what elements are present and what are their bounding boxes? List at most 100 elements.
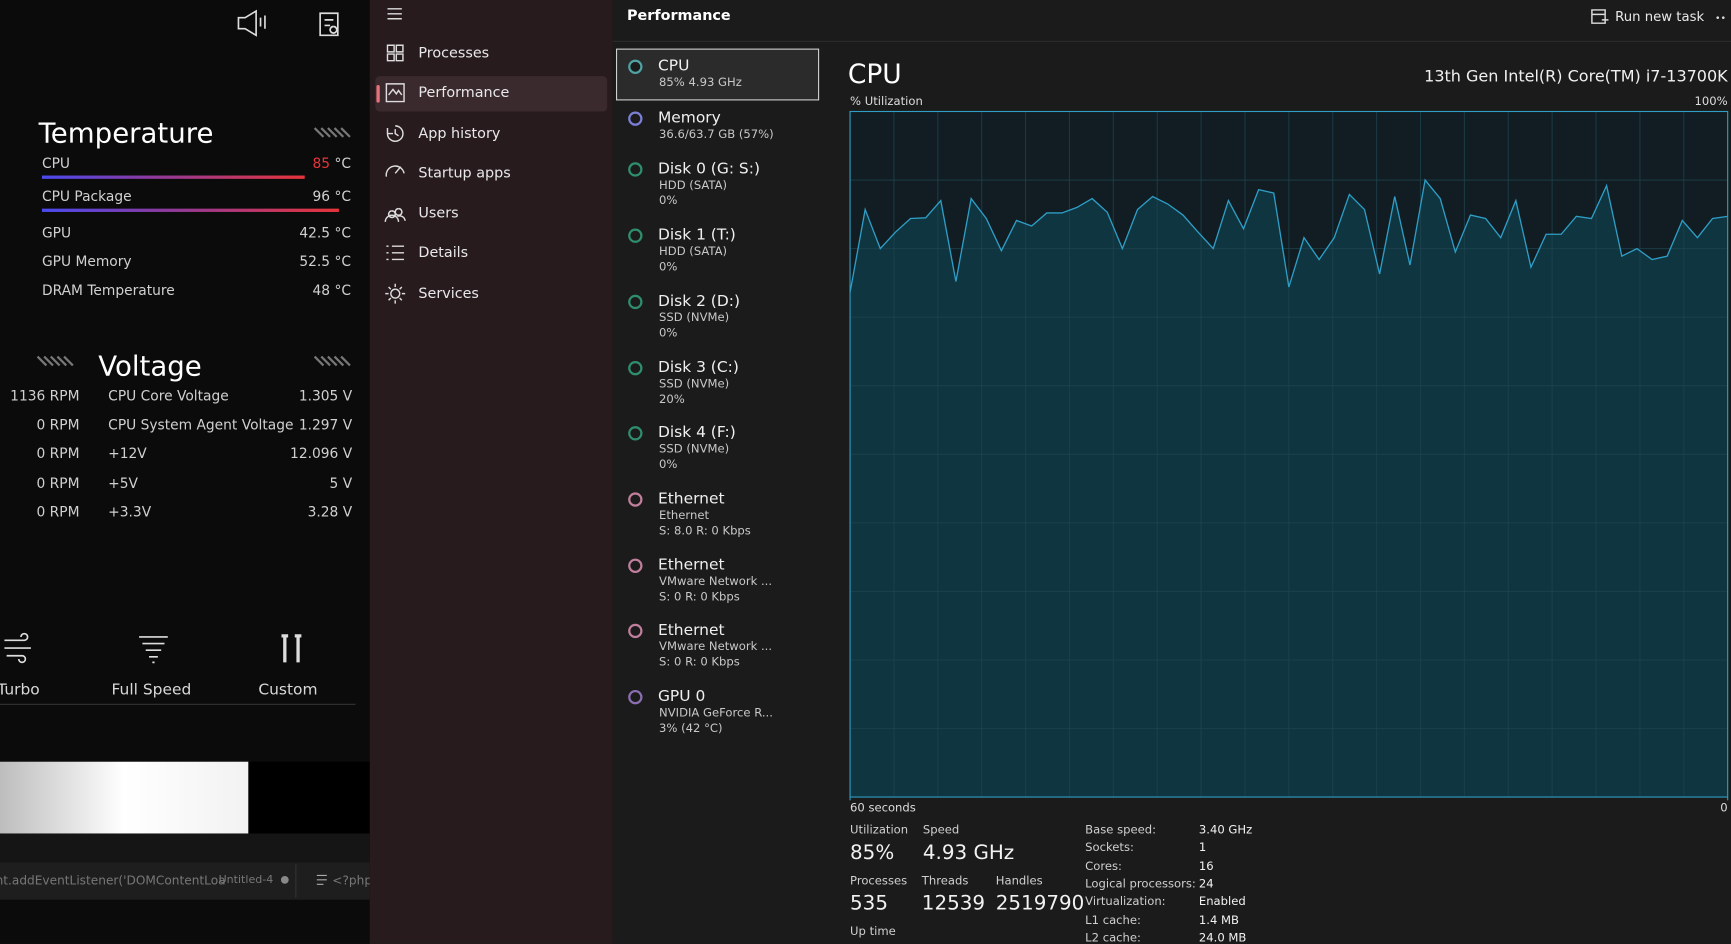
spec-label: Base speed: bbox=[1085, 823, 1157, 837]
device-detail: SSD (NVMe) bbox=[659, 442, 730, 456]
device-detail: HDD (SATA) bbox=[659, 245, 728, 259]
fan-speed: 1136 RPM bbox=[10, 387, 80, 405]
section-title: Voltage bbox=[98, 349, 202, 382]
device-name[interactable]: Memory bbox=[657, 109, 721, 127]
device-detail: SSD (NVMe) bbox=[659, 377, 730, 391]
editor-tab[interactable]: Untitled-4 bbox=[218, 874, 274, 887]
sensor-label: CPU Package bbox=[41, 187, 132, 205]
stat-value: 12539 bbox=[921, 891, 986, 916]
sensor-value: 5 V bbox=[329, 474, 353, 492]
turbo-icon bbox=[4, 632, 31, 664]
device-selected bbox=[616, 48, 820, 101]
device-detail: S: 0 R: 0 Kbps bbox=[659, 655, 740, 669]
editor-code: nt.addEventListener('DOMContentLoa bbox=[0, 873, 226, 888]
device-name[interactable]: Ethernet bbox=[657, 621, 725, 640]
cpu-graph: 60 seconds 0 bbox=[849, 110, 1729, 815]
device-dot bbox=[628, 623, 643, 639]
nav-icon-path bbox=[385, 83, 405, 103]
device-detail: 3% (42 °C) bbox=[659, 721, 723, 735]
line bbox=[849, 178, 1728, 293]
spec-value: 1.4 MB bbox=[1198, 913, 1239, 927]
x-tick-label: 60 seconds bbox=[850, 801, 916, 815]
spec-value: Enabled bbox=[1198, 895, 1246, 909]
device-name[interactable]: Disk 0 (G: S:) bbox=[657, 160, 760, 178]
device-dot bbox=[628, 294, 643, 310]
sensor-unit: °C bbox=[334, 224, 352, 241]
nav-item[interactable]: Services bbox=[418, 285, 479, 303]
sensor-value: 12.096 V bbox=[290, 444, 353, 462]
device-detail: 0% bbox=[659, 457, 678, 471]
fan-mode[interactable]: Full Speed bbox=[111, 681, 192, 699]
device-name[interactable]: Disk 2 (D:) bbox=[657, 292, 740, 311]
device-detail: 85% 4.93 GHz bbox=[659, 76, 742, 90]
device-name[interactable]: Disk 3 (C:) bbox=[657, 358, 739, 377]
nav-pane: Processes Performance App history Startup a… bbox=[369, 0, 613, 944]
custom-icon bbox=[281, 634, 302, 663]
editor-tab[interactable]: <?php bbox=[332, 873, 370, 888]
device-name[interactable]: Ethernet bbox=[657, 556, 725, 575]
unsaved-dot bbox=[280, 875, 289, 884]
nav-item[interactable]: Startup apps bbox=[418, 165, 511, 183]
stat-label: Utilization bbox=[850, 823, 909, 837]
report-icon bbox=[319, 12, 339, 37]
device-name[interactable]: Disk 1 (T:) bbox=[657, 226, 736, 244]
nav-item[interactable]: Performance bbox=[418, 85, 510, 102]
nav-icon bbox=[385, 165, 405, 177]
hatch-icon bbox=[313, 127, 351, 138]
sensor-label: +3.3V bbox=[108, 503, 152, 520]
device-name[interactable]: Disk 4 (F:) bbox=[657, 423, 736, 442]
sensor-value: 3.28 V bbox=[307, 503, 353, 520]
temperature-bar bbox=[41, 208, 339, 212]
device-detail: S: 0 R: 0 Kbps bbox=[659, 590, 740, 604]
device-name[interactable]: Ethernet bbox=[657, 490, 725, 508]
device-detail: VMware Network ... bbox=[659, 575, 773, 589]
nav-icon bbox=[386, 44, 404, 62]
hatch-icon bbox=[36, 355, 351, 367]
sensor-unit: °C bbox=[334, 252, 352, 270]
nav-icon-path bbox=[386, 125, 404, 142]
nav-item[interactable]: Details bbox=[418, 245, 469, 262]
device-dot bbox=[628, 111, 643, 126]
device-dot bbox=[628, 59, 643, 74]
sensor-label: CPU bbox=[41, 154, 71, 172]
nav-icon bbox=[385, 83, 405, 103]
device-name[interactable]: GPU 0 bbox=[657, 687, 706, 706]
spec-value: 24 bbox=[1198, 877, 1214, 891]
stat-value: 535 bbox=[850, 891, 888, 916]
nav-item[interactable]: Users bbox=[418, 205, 459, 222]
device-detail: 0% bbox=[659, 259, 678, 274]
menu-icon[interactable] bbox=[387, 8, 402, 20]
device-name[interactable]: CPU bbox=[657, 57, 690, 76]
sensor-value: 1.305 V bbox=[298, 387, 353, 405]
nav-icon bbox=[386, 245, 405, 261]
device-detail: 0% bbox=[659, 193, 678, 207]
sensor-unit: °C bbox=[334, 154, 352, 172]
thumbnail bbox=[0, 761, 249, 834]
nav-icon-path bbox=[386, 44, 404, 62]
spec-label: Logical processors: bbox=[1085, 877, 1196, 891]
nav-icons bbox=[387, 8, 402, 20]
stat-label: Speed bbox=[922, 823, 960, 837]
device-detail: VMware Network ... bbox=[659, 640, 773, 654]
nav-item[interactable]: App history bbox=[418, 125, 501, 143]
nav-icon bbox=[386, 125, 404, 142]
device-dot bbox=[628, 360, 643, 376]
spec-label: L2 cache: bbox=[1085, 931, 1141, 944]
nav-item[interactable]: Processes bbox=[418, 45, 490, 62]
device-detail: 36.6/63.7 GB (57%) bbox=[659, 128, 774, 142]
more-icon[interactable] bbox=[1714, 7, 1729, 29]
stat-value: 2519790 bbox=[995, 891, 1085, 916]
sensor-value: 85 bbox=[312, 154, 331, 172]
cpu-model: 13th Gen Intel(R) Core(TM) i7-13700K bbox=[1424, 68, 1728, 87]
nav-icon-path bbox=[384, 207, 406, 222]
fan-mode[interactable]: Turbo bbox=[0, 681, 40, 699]
device-detail: 0% bbox=[659, 326, 678, 340]
temperature-bar bbox=[41, 175, 305, 179]
run-new-task[interactable]: Run new task bbox=[1615, 8, 1705, 25]
spec-value: 16 bbox=[1198, 859, 1214, 873]
fan-mode[interactable]: Custom bbox=[258, 681, 318, 699]
spec-label: Cores: bbox=[1085, 859, 1122, 873]
device-dot bbox=[628, 689, 643, 705]
y-tick-label: 100% bbox=[1694, 94, 1728, 109]
